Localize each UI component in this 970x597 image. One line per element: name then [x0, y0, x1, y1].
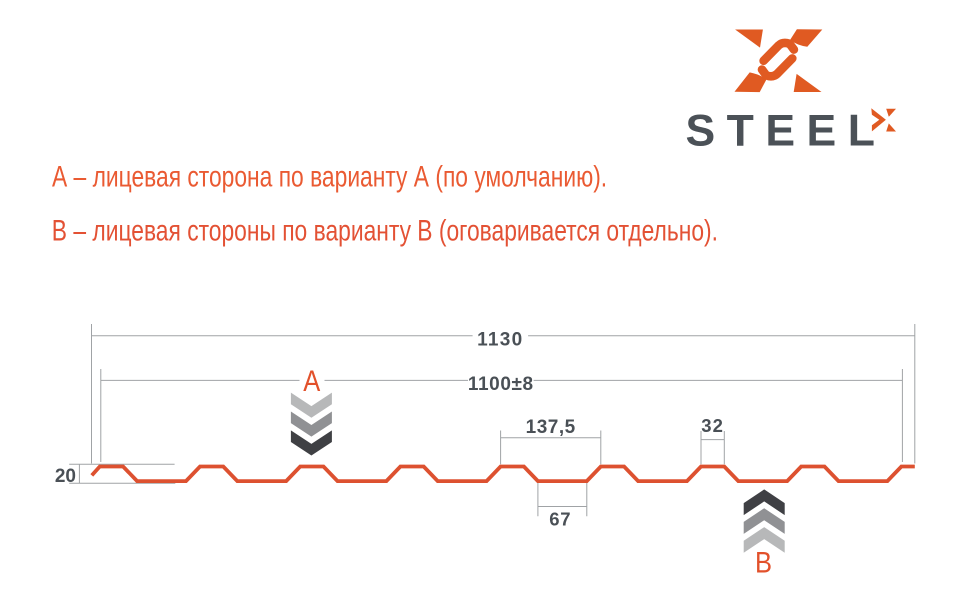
svg-text:32: 32 — [701, 415, 724, 436]
svg-text:В – лицевая стороны по вариант: В – лицевая стороны по варианту В (огова… — [52, 213, 718, 247]
svg-text:В: В — [755, 545, 772, 578]
svg-text:1100±8: 1100±8 — [468, 374, 534, 395]
svg-text:137,5: 137,5 — [526, 417, 576, 438]
svg-text:STEEL: STEEL — [686, 106, 887, 155]
svg-text:А – лицевая сторона по вариант: А – лицевая сторона по варианту А (по ум… — [52, 159, 607, 193]
svg-text:А: А — [303, 364, 320, 397]
svg-text:67: 67 — [549, 508, 571, 529]
svg-text:20: 20 — [55, 466, 76, 487]
svg-text:1130: 1130 — [477, 330, 523, 351]
